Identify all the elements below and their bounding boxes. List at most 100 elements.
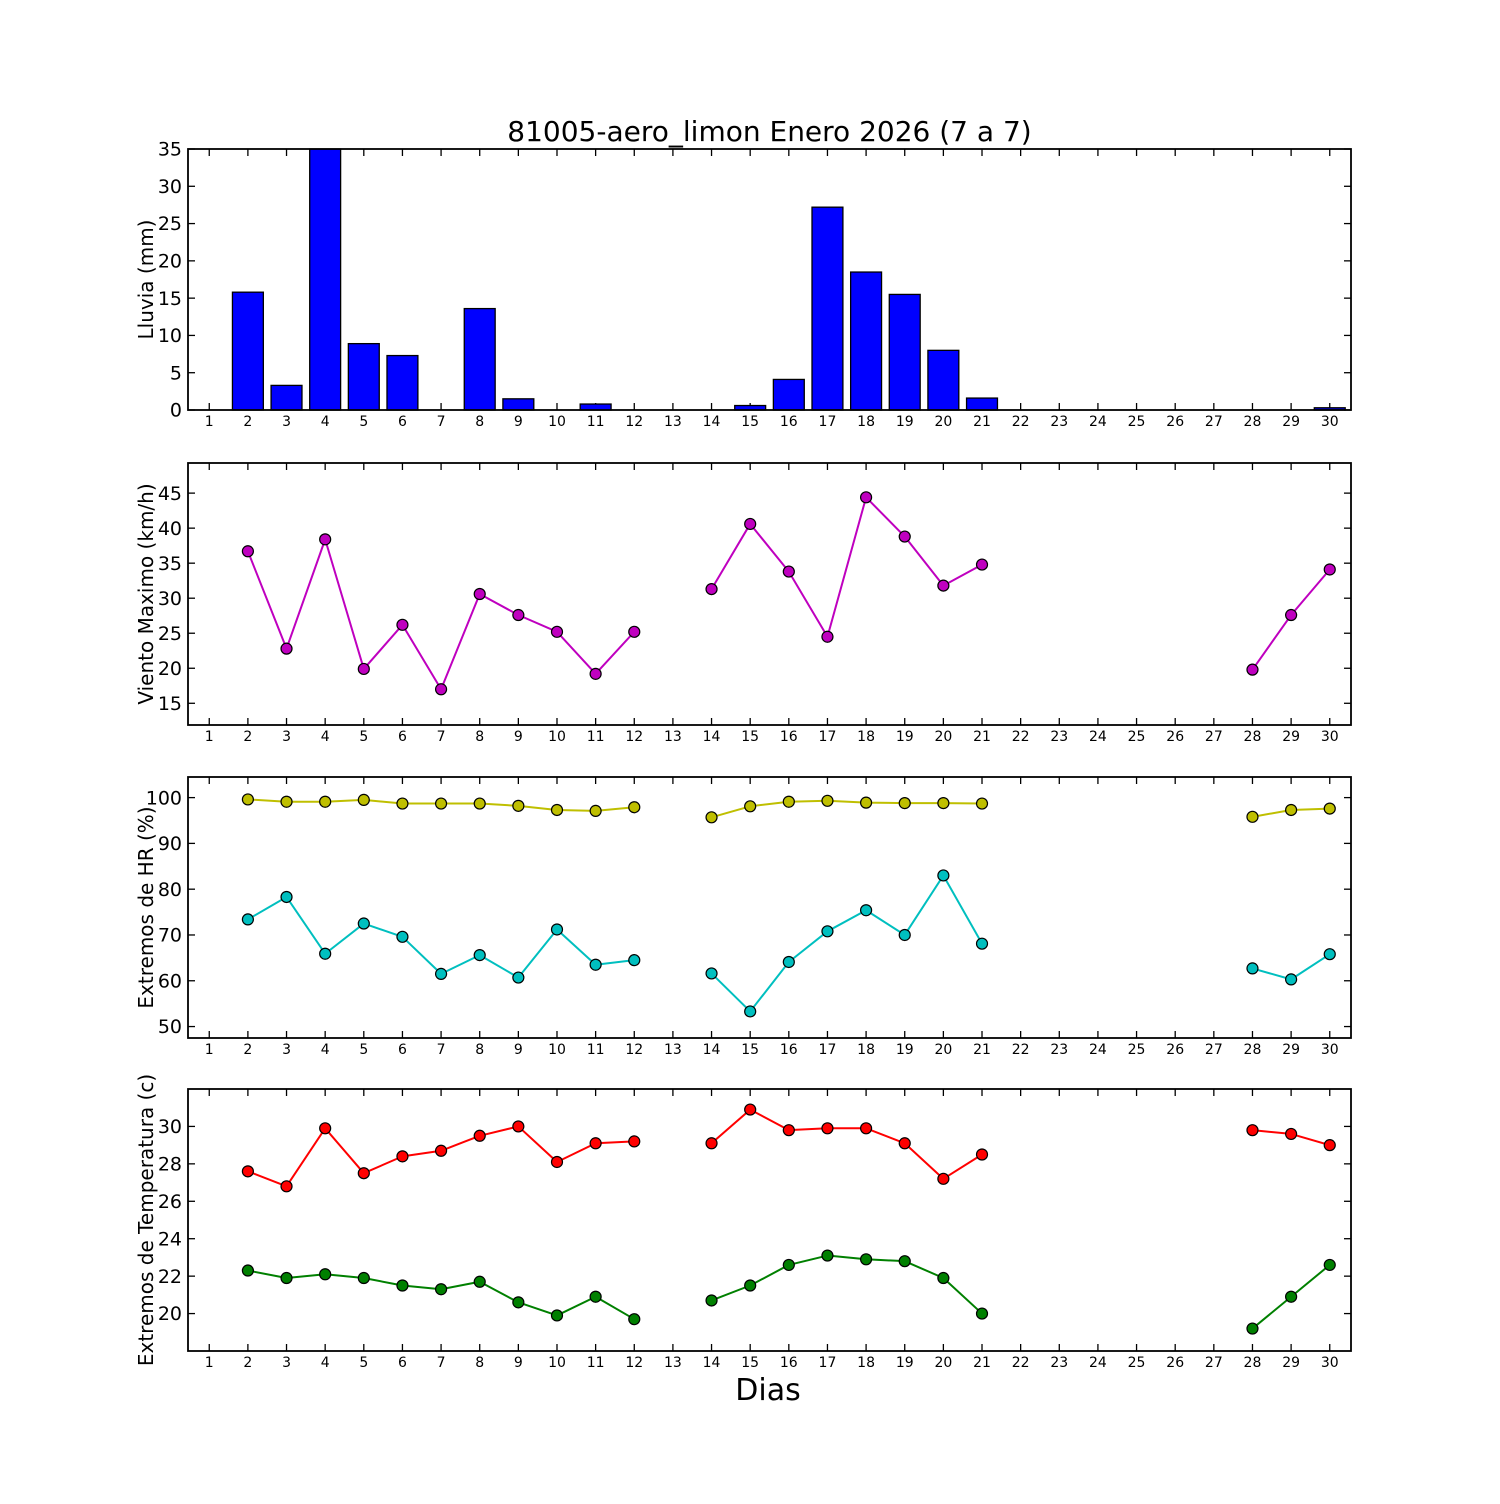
x-tick-label: 30 [1321, 414, 1339, 430]
x-tick-label: 12 [625, 1042, 643, 1058]
x-tick-label: 11 [587, 414, 605, 430]
viento-maximo-marker-day-15 [744, 517, 757, 531]
x-tick-label: 29 [1282, 1042, 1300, 1058]
temp-min-marker-day-4 [319, 1268, 332, 1281]
x-tick-label: 25 [1128, 1042, 1146, 1058]
temp-min-marker-day-7 [434, 1283, 448, 1296]
hr-max-marker-day-5 [357, 793, 370, 806]
x-tick-label: 20 [934, 414, 952, 430]
lluvia-bar-day-17 [811, 206, 844, 411]
viento-maximo-marker-day-16 [782, 565, 795, 578]
x-tick-label: 13 [664, 729, 682, 745]
viento-maximo-marker-day-17 [821, 630, 834, 643]
x-tick-label: 6 [398, 414, 407, 430]
viento-maximo-marker-day-3 [280, 642, 293, 655]
x-tick-label: 11 [587, 1042, 605, 1058]
x-tick-label: 5 [359, 1042, 368, 1058]
x-tick-label: 7 [437, 1355, 446, 1371]
temp-min-marker-day-29 [1285, 1290, 1298, 1303]
chart-title: 81005-aero_limon Enero 2026 (7 a 7) [507, 115, 1031, 148]
temp-max-marker-day-4 [319, 1122, 332, 1135]
x-tick-label: 13 [664, 1355, 682, 1371]
x-tick-label: 3 [282, 414, 291, 430]
x-tick-label: 9 [514, 1042, 523, 1058]
temp-max-marker-day-12 [628, 1135, 641, 1148]
x-tick-label: 17 [819, 414, 837, 430]
hr-min-marker-day-28 [1246, 962, 1259, 975]
lluvia-bar-day-18 [849, 271, 883, 411]
x-tick-label: 27 [1205, 414, 1223, 430]
x-tick-label: 2 [243, 1355, 252, 1371]
viento-maximo-marker-day-10 [550, 625, 564, 638]
x-tick-label: 12 [625, 729, 643, 745]
x-tick-label: 1 [205, 414, 214, 430]
viento-maximo-marker-day-2 [241, 545, 254, 558]
x-tick-label: 21 [973, 1042, 991, 1058]
x-tick-label: 8 [475, 1042, 484, 1058]
x-tick-label: 19 [896, 1355, 914, 1371]
x-tick-label: 5 [359, 414, 368, 430]
temp-max-marker-day-20 [937, 1172, 950, 1185]
temp-max-marker-day-28 [1246, 1124, 1259, 1137]
x-tick-label: 29 [1282, 414, 1300, 430]
temp-max-line [710, 1108, 983, 1180]
hr-min-marker-day-17 [821, 925, 834, 938]
x-tick-label: 8 [475, 1355, 484, 1371]
x-tick-label: 13 [664, 1042, 682, 1058]
x-tick-label: 22 [1012, 1042, 1030, 1058]
hr-min-marker-day-7 [434, 967, 448, 980]
subplot-viento-maximo: 1 2 3 4 5 6 7 8 9 10 11 12 13 14 15 16 17 18 19 20 21 22 23 24 2… [158, 462, 1352, 745]
x-tick-label: 15 [741, 414, 759, 430]
x-tick-label: 12 [625, 1355, 643, 1371]
x-tick-label: 12 [625, 414, 643, 430]
temp-min-marker-day-12 [628, 1313, 641, 1326]
hr-min-marker-day-21 [975, 937, 989, 950]
temp-max-marker-day-9 [512, 1120, 525, 1133]
x-tick-label: 20 [934, 1355, 952, 1371]
x-tick-label: 6 [398, 1042, 407, 1058]
x-tick-label: 20 [934, 729, 952, 745]
x-tick-label: 27 [1205, 729, 1223, 745]
hr-max-marker-day-15 [744, 800, 757, 813]
y-tick-label: 5 [170, 362, 182, 384]
hr-min-marker-day-4 [319, 947, 332, 960]
hr-max-marker-day-21 [975, 797, 989, 810]
y-tick-label: 0 [170, 400, 182, 422]
x-tick-label: 10 [548, 1042, 566, 1058]
subplot-lluvia: 1 2 3 4 5 6 7 8 9 10 11 12 13 14 15 16 17 18 19 20 21 22 23 24 2… [158, 139, 1352, 430]
x-tick-label: 27 [1205, 1355, 1223, 1371]
x-tick-label: 24 [1089, 729, 1107, 745]
x-tick-label: 14 [703, 729, 721, 745]
x-tick-label: 24 [1089, 1355, 1107, 1371]
x-tick-label: 8 [475, 414, 484, 430]
x-tick-label: 4 [321, 729, 330, 745]
hr-max-marker-day-20 [937, 796, 950, 810]
x-tick-label: 15 [741, 729, 759, 745]
lluvia-bar-day-4 [309, 148, 342, 411]
x-tick-label: 9 [514, 729, 523, 745]
y-tick-label: 80 [158, 879, 182, 901]
y-tick-label: 22 [158, 1266, 182, 1288]
x-tick-label: 15 [741, 1042, 759, 1058]
temp-min-marker-day-9 [512, 1296, 525, 1309]
y-tick-label: 30 [158, 588, 182, 610]
x-tick-label: 28 [1244, 729, 1262, 745]
temp-min-marker-day-30 [1323, 1258, 1336, 1272]
temp-max-marker-day-6 [396, 1150, 409, 1163]
hr-max-marker-day-18 [859, 796, 873, 809]
temp-min-marker-day-5 [357, 1271, 370, 1285]
axes-frame [187, 776, 1352, 1039]
y-tick-label: 35 [158, 553, 182, 575]
x-tick-label: 16 [780, 729, 798, 745]
x-tick-label: 4 [321, 1042, 330, 1058]
x-tick-label: 28 [1244, 1042, 1262, 1058]
y-tick-label: 10 [158, 325, 182, 347]
temp-max-marker-day-2 [241, 1165, 254, 1178]
viento-maximo-marker-day-19 [898, 530, 911, 543]
lluvia-bar-day-16 [772, 378, 805, 411]
x-tick-label: 23 [1050, 414, 1068, 430]
temp-max-marker-day-10 [550, 1155, 564, 1169]
x-tick-label: 20 [934, 1042, 952, 1058]
x-tick-label: 17 [819, 1042, 837, 1058]
x-tick-label: 4 [321, 414, 330, 430]
